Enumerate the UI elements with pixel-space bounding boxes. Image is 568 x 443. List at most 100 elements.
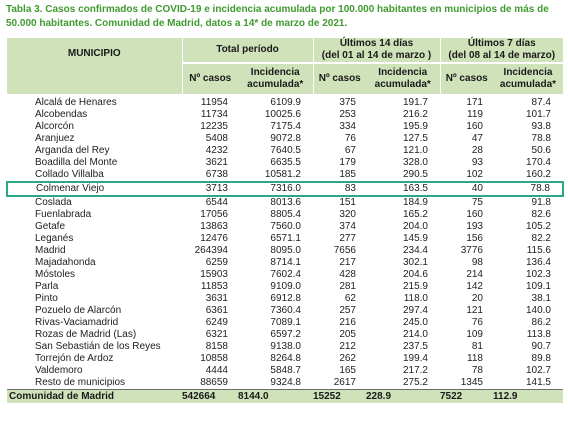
cell-incidencia-total: 7602.4 (270, 269, 301, 280)
table-row: Torrejón de Ardoz 10858 8264.8 262 199.4 118 8… (7, 353, 563, 365)
cell-casos-14: 334 (339, 121, 356, 132)
cell-casos-7: 75 (471, 197, 483, 208)
cell-casos-7: 109 (466, 329, 483, 340)
cell-casos-7: 93 (471, 157, 483, 168)
cell-municipio: Majadahonda (35, 257, 96, 268)
cell-casos-total: 11853 (200, 281, 228, 292)
cell-casos-7: 1345 (460, 377, 483, 388)
cell-incidencia-14: 163.5 (366, 181, 440, 197)
header-incidencia-total: Incidencia acumulada* (238, 63, 313, 94)
cell-municipio: Alcalá de Henares (35, 97, 117, 108)
table-row: Resto de municipios 88659 9324.8 2617 275.2 1… (7, 377, 563, 390)
cell-casos-14: 281 (339, 281, 356, 292)
cell-casos-14: 2617 (333, 377, 356, 388)
cell-casos-total: 3631 (205, 293, 228, 304)
cell-casos-14: 277 (339, 233, 356, 244)
cell-casos-total: 12476 (200, 233, 228, 244)
table-row: Valdemoro 4444 5848.7 165 217.2 78 102.7 (7, 365, 563, 377)
cell-casos-7: 98 (471, 257, 483, 268)
cell-incidencia-total: 5848.7 (270, 365, 301, 376)
table-row: Alcorcón 12235 7175.4 334 195.9 160 93.8 (7, 121, 563, 133)
cell-incidencia-7: 82.2 (531, 233, 551, 244)
header-ultimos-14: Últimos 14 días (del 01 al 14 de marzo ) (312, 38, 440, 64)
cell-municipio: Madrid (35, 245, 66, 256)
cell-municipio: Alcobendas (35, 109, 88, 120)
cell-incidencia-total: 10581.2 (264, 169, 301, 180)
cell-casos-7: 214 (466, 269, 483, 280)
cell-incidencia-7: 102.7 (525, 365, 551, 376)
cell-incidencia-14: 204.6 (402, 269, 428, 280)
cell-casos-14: 7656 (333, 245, 356, 256)
cell-casos-14: 151 (339, 197, 356, 208)
cell-municipio: Resto de municipios (35, 377, 126, 388)
cell-incidencia-14: 217.2 (402, 365, 428, 376)
cell-municipio: Arganda del Rey (35, 145, 110, 156)
cell-casos-14: 217 (339, 257, 356, 268)
cell-incidencia-14: 290.5 (402, 169, 428, 180)
cell-casos-14: 216 (339, 317, 356, 328)
cell-municipio: Colmenar Viejo (6, 181, 182, 197)
header-acumulada-label: acumulada* (499, 79, 557, 90)
cell-incidencia-total: 8714.1 (270, 257, 301, 268)
total-municipio: Comunidad de Madrid (7, 389, 182, 403)
cell-incidencia-total: 6635.5 (270, 157, 301, 168)
table-row: Rozas de Madrid (Las) 6321 6597.2 205 214.0 1… (7, 329, 563, 341)
caption-line-2: 50.000 habitantes. Comunidad de Madrid, … (6, 17, 348, 29)
table-row: Móstoles 15903 7602.4 428 204.6 214 102.3 (7, 269, 563, 281)
cell-casos-7: 20 (471, 293, 483, 304)
cell-casos-14: 375 (339, 97, 356, 108)
cell-municipio: Valdemoro (35, 365, 83, 376)
cell-incidencia-total: 6571.1 (270, 233, 301, 244)
cell-incidencia-14: 127.5 (402, 133, 428, 144)
header-incidencia-14: Incidencia acumulada* (366, 63, 440, 94)
table-row: Pozuelo de Alarcón 6361 7360.4 257 297.4 121 1… (7, 305, 563, 317)
table-row: Alcalá de Henares 11954 6109.9 375 191.7 171 8… (7, 94, 563, 109)
header-total-periodo: Total período (182, 38, 313, 64)
cell-municipio: Aranjuez (35, 133, 75, 144)
cell-casos-7: 160 (466, 121, 483, 132)
cell-casos-14: 262 (339, 353, 356, 364)
header-ultimos-7-line1: Últimos 7 días (467, 38, 536, 49)
cell-incidencia-7: 50.6 (531, 145, 551, 156)
cell-municipio: Fuenlabrada (35, 209, 92, 220)
cell-incidencia-14: 121.0 (402, 145, 428, 156)
table-row: Parla 11853 9109.0 281 215.9 142 109.1 (7, 281, 563, 293)
total-inc-total: 8144.0 (238, 389, 313, 403)
table-row: Rivas-Vaciamadrid 6249 7089.1 216 245.0 76 86.… (7, 317, 563, 329)
cell-municipio: Alcorcón (35, 121, 74, 132)
table-row: Fuenlabrada 17056 8805.4 320 165.2 160 82.6 (7, 209, 563, 221)
total-inc-7: 112.9 (493, 389, 563, 403)
cell-casos-total: 5408 (205, 133, 228, 144)
cell-casos-14: 212 (339, 341, 356, 352)
cell-incidencia-7: 136.4 (525, 257, 551, 268)
cell-municipio: Getafe (35, 221, 66, 232)
cell-incidencia-total: 7175.4 (270, 121, 301, 132)
cell-casos-7: 118 (467, 353, 483, 364)
cell-casos-7: 3776 (460, 245, 483, 256)
cell-casos-14: 165 (339, 365, 356, 376)
cell-incidencia-total: 6109.9 (270, 97, 301, 108)
header-incidencia-label: Incidencia (250, 67, 300, 78)
header-ncasos-total: Nº casos (182, 63, 238, 94)
cell-casos-total: 17056 (200, 209, 228, 220)
cell-municipio: San Sebastián de los Reyes (35, 341, 161, 352)
cell-casos-7: 160 (466, 209, 483, 220)
cell-incidencia-7: 140.0 (525, 305, 551, 316)
header-ultimos-14-line1: Últimos 14 días (339, 38, 414, 49)
cell-incidencia-total: 7360.4 (270, 305, 301, 316)
cell-incidencia-7: 160.2 (525, 169, 551, 180)
caption-line-1: Tabla 3. Casos confirmados de COVID-19 e… (6, 4, 549, 15)
cell-casos-total: 6738 (205, 169, 228, 180)
cell-casos-7: 28 (471, 145, 483, 156)
cell-incidencia-total: 7316.0 (238, 181, 313, 197)
cell-incidencia-total: 9324.8 (270, 377, 301, 388)
cell-casos-14: 253 (339, 109, 356, 120)
cell-incidencia-7: 102.3 (525, 269, 551, 280)
table-row: Coslada 6544 8013.6 151 184.9 75 91.8 (7, 196, 563, 209)
cell-incidencia-7: 170.4 (525, 157, 551, 168)
cell-casos-7: 47 (471, 133, 483, 144)
cell-incidencia-14: 204.0 (402, 221, 428, 232)
cell-incidencia-14: 165.2 (402, 209, 428, 220)
table-row: Leganés 12476 6571.1 277 145.9 156 82.2 (7, 233, 563, 245)
table-row: Getafe 13863 7560.0 374 204.0 193 105.2 (7, 221, 563, 233)
